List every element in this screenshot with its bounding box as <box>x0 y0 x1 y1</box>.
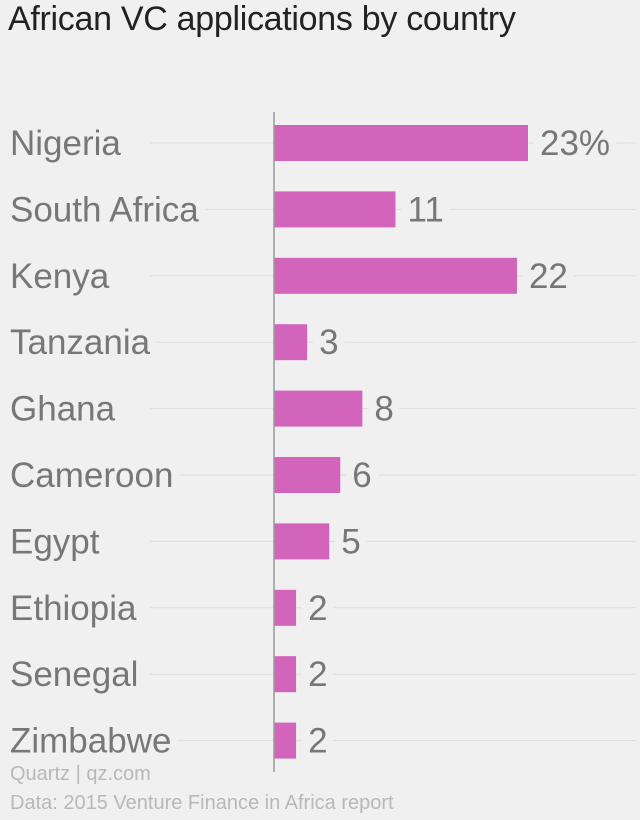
bar <box>274 589 297 626</box>
value-label: 2 <box>308 589 327 628</box>
category-label: Nigeria <box>10 124 121 163</box>
value-label: 11 <box>407 190 443 229</box>
category-label: Tanzania <box>10 323 151 362</box>
chart-title: African VC applications by country <box>8 0 516 38</box>
value-label: 23% <box>540 124 610 163</box>
label-backdrop <box>4 721 178 761</box>
label-backdrop <box>346 456 378 495</box>
label-backdrop <box>4 522 106 562</box>
label-backdrop <box>4 323 157 363</box>
bars <box>274 125 528 759</box>
label-backdrop <box>4 456 180 495</box>
category-label: Senegal <box>10 655 138 694</box>
label-backdrop <box>4 256 116 296</box>
category-labels: Nigeria South Africa Kenya Tanzania Ghana Cam… <box>10 124 199 761</box>
label-backdrop <box>302 721 334 761</box>
value-label: 2 <box>308 722 327 761</box>
label-backdrop <box>302 655 334 695</box>
label-backdrop <box>302 588 334 628</box>
value-label: 3 <box>319 323 338 362</box>
label-backdrop <box>534 124 617 163</box>
data-source: Data: 2015 Venture Finance in Africa rep… <box>10 792 394 814</box>
bar <box>274 523 330 560</box>
value-label: 8 <box>374 390 393 429</box>
category-label: Zimbabwe <box>10 722 171 761</box>
label-backdrop <box>522 256 574 296</box>
category-label: Cameroon <box>10 456 173 495</box>
bar <box>274 257 517 294</box>
bar <box>274 324 308 361</box>
value-label: 2 <box>308 655 327 694</box>
bar <box>274 457 341 493</box>
value-label: 22 <box>529 257 568 296</box>
category-label: Egypt <box>10 522 100 561</box>
label-backdrop <box>4 389 122 429</box>
gridlines <box>4 124 636 761</box>
bar <box>274 390 363 427</box>
label-backdrop <box>335 522 367 562</box>
value-label: 5 <box>341 522 360 561</box>
label-backdrop <box>4 655 145 695</box>
category-label: Ethiopia <box>10 589 137 628</box>
label-backdrop <box>368 389 400 429</box>
bar <box>274 191 396 228</box>
category-label: South Africa <box>10 190 199 229</box>
label-backdrop <box>4 190 206 230</box>
label-backdrop <box>4 588 144 628</box>
bar <box>274 722 297 759</box>
bar <box>274 125 528 161</box>
value-label: 6 <box>352 456 371 495</box>
label-backdrop <box>313 323 345 363</box>
category-label: Kenya <box>10 257 110 296</box>
bar <box>274 656 297 693</box>
category-label: Ghana <box>10 390 116 429</box>
source-brand: Quartz | qz.com <box>10 763 151 785</box>
label-backdrop <box>401 190 450 230</box>
label-backdrop <box>4 124 128 163</box>
